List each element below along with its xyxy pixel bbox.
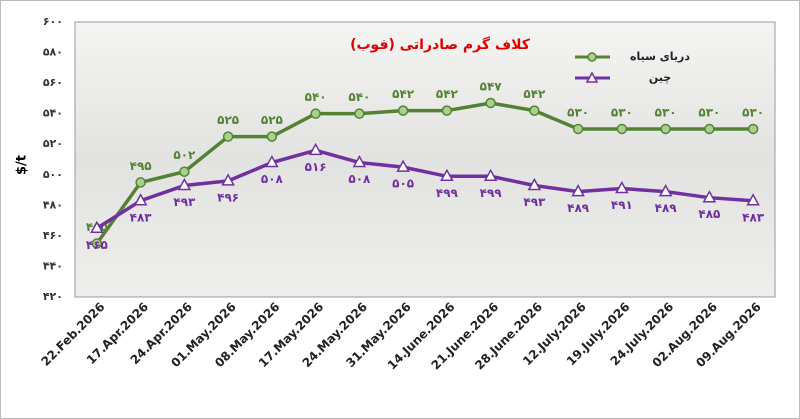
point-marker [571,184,585,197]
point-marker [616,123,628,135]
data-label: ۵۴۷ [480,79,503,93]
data-label: ۴۸۹ [655,201,678,215]
data-label: ۴۹۹ [436,186,459,200]
data-label: ۴۹۳ [523,195,546,209]
data-label: ۴۶۵ [86,238,108,252]
point-marker [396,159,410,172]
point-marker [352,154,367,168]
legend-label: دریای سیاه [630,50,690,63]
data-label: ۵۴۰ [348,90,370,104]
legend-marker [585,71,599,83]
y-tick-label: ۵۴۰ [43,107,63,120]
data-label: ۵۰۸ [348,172,371,186]
point-marker [702,190,717,203]
data-label: ۵۰۸ [261,172,284,186]
point-marker [746,193,760,206]
data-label: ۵۳۰ [567,105,589,119]
point-marker [615,180,629,194]
data-label: ۵۰۵ [392,177,414,191]
point-marker [133,193,148,206]
point-marker [441,105,453,116]
y-tick-label: ۴۴۰ [43,259,63,272]
data-label: ۵۲۵ [261,113,283,127]
point-marker [527,177,542,191]
data-label: ۵۱۶ [305,160,327,174]
point-marker [440,168,454,182]
point-marker [266,131,278,142]
data-label: ۵۲۵ [217,113,239,127]
point-marker [397,105,409,116]
data-label: ۵۴۲ [523,87,546,101]
point-marker [704,123,715,135]
point-marker [221,173,235,186]
point-marker [222,131,234,142]
data-label: ۴۸۳ [742,210,765,224]
data-label: ۴۹۱ [611,198,633,212]
data-label: ۴۸۹ [567,201,590,215]
point-marker [90,220,104,233]
data-label: ۴۹۶ [217,190,239,204]
point-marker [572,123,584,135]
data-label: ۴۸۳ [130,210,153,224]
data-label: ۴۹۹ [480,186,503,200]
y-tick-label: ۶۰۰ [43,15,63,28]
point-marker [483,168,498,182]
y-tick-label: ۴۶۰ [43,229,63,242]
legend-marker [587,52,597,62]
point-marker [179,166,190,177]
data-label: ۵۳۰ [611,105,633,119]
point-marker [135,177,146,188]
data-label: ۵۴۲ [436,87,459,101]
data-label: ۴۸۵ [698,207,720,221]
point-marker [485,97,496,109]
point-marker [91,238,103,249]
y-axis-label: $/t [15,155,30,175]
point-marker [660,123,671,135]
y-tick-label: ۵۲۰ [43,137,63,150]
data-label: ۵۴۰ [305,90,327,104]
y-tick-label: ۴۲۰ [43,290,63,303]
data-label: ۵۳۰ [655,105,677,119]
data-label: ۵۰۲ [173,148,196,162]
point-marker [310,108,321,119]
point-marker [529,105,540,116]
point-marker [747,123,759,135]
point-marker [177,177,192,191]
series-line [95,148,754,230]
data-label: ۵۳۰ [698,105,720,119]
data-label: ۴۹۵ [130,159,152,173]
chart-title: کلاف گرم صادراتی (فوب) [350,36,531,53]
point-marker [265,154,279,168]
data-label: ۵۳۰ [742,105,764,119]
series-line [95,101,754,245]
legend-label: چین [649,71,671,84]
plot-area [74,21,776,298]
data-label: ۵۴۲ [392,87,415,101]
point-marker [308,142,323,156]
y-tick-label: ۵۶۰ [43,76,63,89]
y-tick-label: ۴۸۰ [43,198,63,211]
point-marker [658,184,673,197]
y-tick-label: ۵۸۰ [43,46,63,59]
point-marker [354,108,365,119]
y-tick-label: ۵۰۰ [43,168,63,181]
data-label: ۴۹۳ [173,195,196,209]
